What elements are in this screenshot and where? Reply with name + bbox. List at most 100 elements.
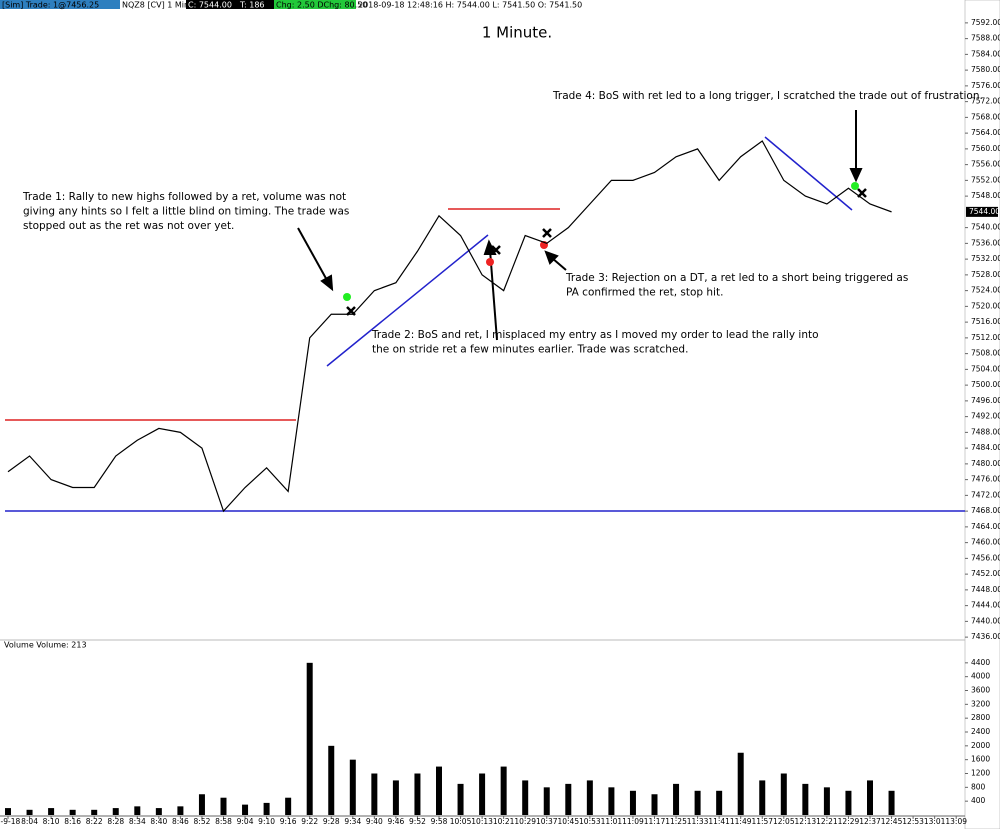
header-close-bg bbox=[186, 0, 238, 9]
volume-bar bbox=[134, 806, 141, 815]
x-tick-label: 10:37 bbox=[536, 817, 558, 826]
x-tick-label: 8:04 bbox=[21, 817, 38, 826]
price-line bbox=[7, 140, 892, 513]
y-tick-label: 7496.00 bbox=[971, 396, 1000, 405]
y-tick-label: 4000 bbox=[971, 672, 990, 681]
annotation-line: stopped out as the ret was not over yet. bbox=[23, 220, 234, 232]
y-tick-label: 3200 bbox=[971, 699, 990, 708]
header-change-bg bbox=[274, 0, 356, 9]
volume-bar bbox=[155, 808, 162, 815]
price-axis-panel bbox=[964, 0, 1000, 829]
volume-bar bbox=[737, 752, 744, 815]
x-tick-label: 12:13 bbox=[795, 817, 817, 826]
y-tick-label: 7436.00 bbox=[971, 632, 1000, 641]
volume-bar bbox=[112, 808, 119, 815]
x-tick-label: 12:05 bbox=[773, 817, 795, 826]
y-tick-label: 2800 bbox=[971, 713, 990, 722]
volume-bar bbox=[91, 809, 98, 815]
y-tick-label: 7452.00 bbox=[971, 569, 1000, 578]
volume-bar bbox=[436, 766, 442, 815]
y-tick-label: 1600 bbox=[971, 755, 990, 764]
y-tick-label: 7460.00 bbox=[971, 538, 1000, 547]
x-tick-label: 9:58 bbox=[431, 817, 448, 826]
y-tick-label: 7464.00 bbox=[971, 522, 1000, 531]
x-tick-label: 11:49 bbox=[730, 817, 752, 826]
x-tick-label: 10:53 bbox=[579, 817, 601, 826]
volume-bar bbox=[392, 780, 399, 815]
x-tick-label: 9:22 bbox=[301, 817, 318, 826]
y-tick-label: 7588.00 bbox=[971, 34, 1000, 43]
volume-bar bbox=[479, 773, 486, 815]
chart-title: 1 Minute. bbox=[482, 24, 552, 42]
y-tick-label: 7532.00 bbox=[971, 254, 1000, 263]
x-tick-label: 9:34 bbox=[344, 817, 361, 826]
x-tick-label: 8:52 bbox=[194, 817, 211, 826]
y-tick-label: 7476.00 bbox=[971, 475, 1000, 484]
entry-marker bbox=[851, 182, 859, 190]
y-tick-label: 7552.00 bbox=[971, 175, 1000, 184]
y-tick-label: 7448.00 bbox=[971, 585, 1000, 594]
y-tick-label: 7572.00 bbox=[971, 97, 1000, 106]
volume-bar bbox=[673, 783, 680, 815]
y-tick-label: 7536.00 bbox=[971, 238, 1000, 247]
volume-bar bbox=[48, 808, 55, 815]
y-tick-label: 2000 bbox=[971, 741, 990, 750]
x-tick-label: 12:37 bbox=[859, 817, 881, 826]
y-tick-label: 7488.00 bbox=[971, 427, 1000, 436]
x-tick-label: 9:04 bbox=[237, 817, 254, 826]
y-tick-label: 7440.00 bbox=[971, 616, 1000, 625]
y-tick-label: 7548.00 bbox=[971, 191, 1000, 200]
header-change: Chg: 2.50 DChg: 80.50 bbox=[276, 1, 367, 10]
volume-bar bbox=[198, 794, 205, 815]
x-tick-label: 8:22 bbox=[86, 817, 103, 826]
y-tick-label: 7584.00 bbox=[971, 49, 1000, 58]
x-tick-label: 8:10 bbox=[43, 817, 60, 826]
annotation-line: PA confirmed the ret, stop hit. bbox=[566, 287, 723, 299]
y-tick-label: 7484.00 bbox=[971, 443, 1000, 452]
header-account: [Sim] Trade: 1@7456.25 bbox=[2, 1, 99, 10]
y-tick-label: 7512.00 bbox=[971, 333, 1000, 342]
y-tick-label: 7480.00 bbox=[971, 459, 1000, 468]
volume-bar bbox=[522, 780, 529, 815]
x-tick-label: 8:58 bbox=[215, 817, 232, 826]
x-tick-label: 12:29 bbox=[838, 817, 860, 826]
y-tick-label: 800 bbox=[971, 782, 986, 791]
volume-bar bbox=[177, 806, 184, 815]
volume-bar bbox=[500, 766, 507, 815]
volume-bar bbox=[716, 790, 723, 815]
x-tick-label: 11:09 bbox=[622, 817, 644, 826]
volume-bar bbox=[263, 802, 270, 815]
y-tick-label: 7564.00 bbox=[971, 128, 1000, 137]
y-tick-label: 7520.00 bbox=[971, 301, 1000, 310]
x-tick-label: 10:45 bbox=[557, 817, 579, 826]
x-tick-label: 8:40 bbox=[150, 817, 167, 826]
annotation-line: Trade 4: BoS with ret led to a long trig… bbox=[552, 90, 983, 102]
y-tick-label: 7508.00 bbox=[971, 349, 1000, 358]
y-tick-label: 7492.00 bbox=[971, 412, 1000, 421]
header-account-bg bbox=[0, 0, 120, 9]
x-tick-label: 11:33 bbox=[687, 817, 709, 826]
y-tick-label: 7468.00 bbox=[971, 506, 1000, 515]
volume-bar bbox=[26, 809, 33, 815]
x-tick-label: 10:21 bbox=[493, 817, 515, 826]
x-tick-label: 9:10 bbox=[258, 817, 275, 826]
y-tick-label: 2400 bbox=[971, 727, 990, 736]
volume-bar bbox=[802, 783, 809, 815]
y-tick-label: 7580.00 bbox=[971, 65, 1000, 74]
volume-bar bbox=[328, 745, 335, 815]
y-tick-label: 400 bbox=[971, 796, 986, 805]
volume-bar bbox=[371, 773, 378, 815]
x-tick-label: 13:09 bbox=[945, 817, 967, 826]
annotation-line: Trade 1: Rally to new highs followed by … bbox=[22, 191, 346, 203]
volume-bar bbox=[5, 808, 11, 815]
y-tick-label: 7456.00 bbox=[971, 553, 1000, 562]
annotations: Trade 1: Rally to new highs followed by … bbox=[22, 90, 983, 356]
x-tick-label: 10:29 bbox=[514, 817, 536, 826]
header-symbol: NQZ8 [CV] 1 Min #1 bbox=[122, 1, 203, 10]
volume-bar bbox=[694, 790, 701, 815]
y-tick-label: 7504.00 bbox=[971, 364, 1000, 373]
volume-bar bbox=[349, 759, 356, 815]
y-tick-label: 7576.00 bbox=[971, 81, 1000, 90]
